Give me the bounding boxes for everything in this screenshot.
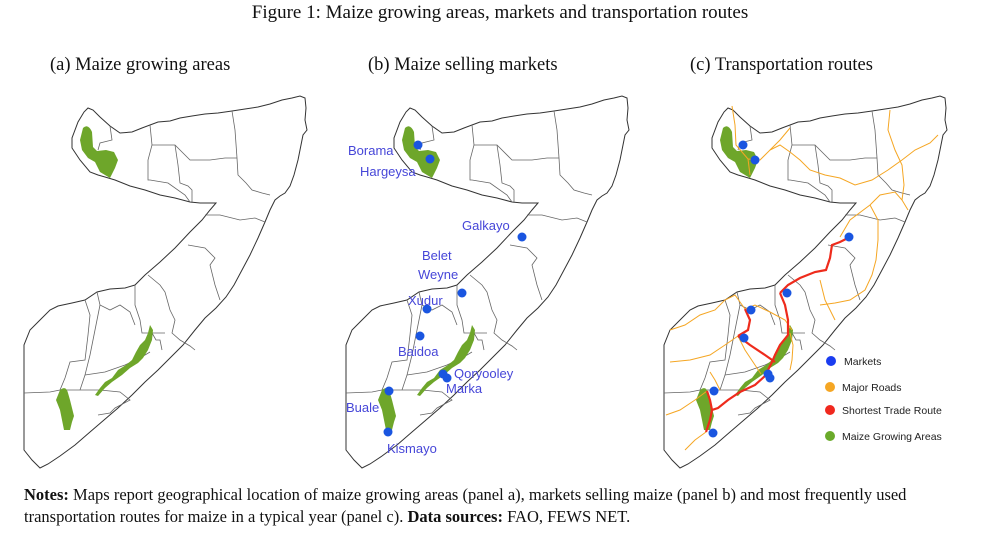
- legend-item-maize-growing-areas: Maize Growing Areas: [825, 431, 942, 443]
- market-label-kismayo: Kismayo: [387, 441, 437, 456]
- maize-swatch-icon: [825, 431, 835, 441]
- map-panel-c: [663, 95, 948, 469]
- major-roads: [665, 105, 939, 451]
- market-label-baidoa: Baidoa: [398, 344, 439, 359]
- map-panel-a: [23, 95, 308, 469]
- market-label-belet: Belet: [422, 248, 452, 263]
- legend-item-markets: Markets: [826, 356, 881, 368]
- panel-c-caption: (c) Transportation routes: [690, 55, 873, 75]
- trade-route-swatch-icon: [825, 405, 835, 415]
- markets-swatch-icon: [826, 356, 836, 366]
- sources-label: Data sources:: [407, 507, 503, 526]
- market-label-buale: Buale: [346, 400, 379, 415]
- legend: Markets Major Roads Shortest Trade Route…: [825, 356, 942, 443]
- panel-a-caption: (a) Maize growing areas: [50, 55, 231, 75]
- market-label-galkayo: Galkayo: [462, 218, 510, 233]
- sources-text: FAO, FEWS NET.: [502, 507, 631, 526]
- legend-item-shortest-trade-route: Shortest Trade Route: [825, 405, 942, 417]
- market-label-marka: Marka: [446, 381, 483, 396]
- market-label-borama: Borama: [348, 143, 394, 158]
- major-roads-swatch-icon: [825, 382, 835, 392]
- notes-text: Maps report geographical location of mai…: [24, 485, 907, 526]
- maps-canvas: Borama Hargeysa Galkayo Belet Weyne Xudu…: [23, 95, 948, 469]
- shortest-trade-route: [704, 236, 851, 433]
- market-label-hargeysa: Hargeysa: [360, 164, 416, 179]
- svg-text:Markets: Markets: [844, 356, 881, 368]
- svg-text:Maize Growing Areas: Maize Growing Areas: [842, 431, 942, 443]
- panel-b-caption: (b) Maize selling markets: [368, 55, 558, 75]
- figure-notes: Notes: Maps report geographical location…: [24, 484, 984, 528]
- svg-text:Shortest Trade Route: Shortest Trade Route: [842, 405, 942, 417]
- market-dots-c: [708, 140, 854, 438]
- notes-label: Notes:: [24, 485, 69, 504]
- svg-text:Major Roads: Major Roads: [842, 382, 902, 394]
- market-label-qoryooley: Qoryooley: [454, 366, 514, 381]
- market-dots: [383, 140, 527, 437]
- figure-title: Figure 1: Maize growing areas, markets a…: [251, 2, 749, 23]
- map-panel-b: Borama Hargeysa Galkayo Belet Weyne Xudu…: [345, 95, 630, 469]
- legend-item-major-roads: Major Roads: [825, 382, 902, 394]
- market-label-xudur: Xudur: [408, 293, 443, 308]
- market-label-weyne: Weyne: [418, 267, 458, 282]
